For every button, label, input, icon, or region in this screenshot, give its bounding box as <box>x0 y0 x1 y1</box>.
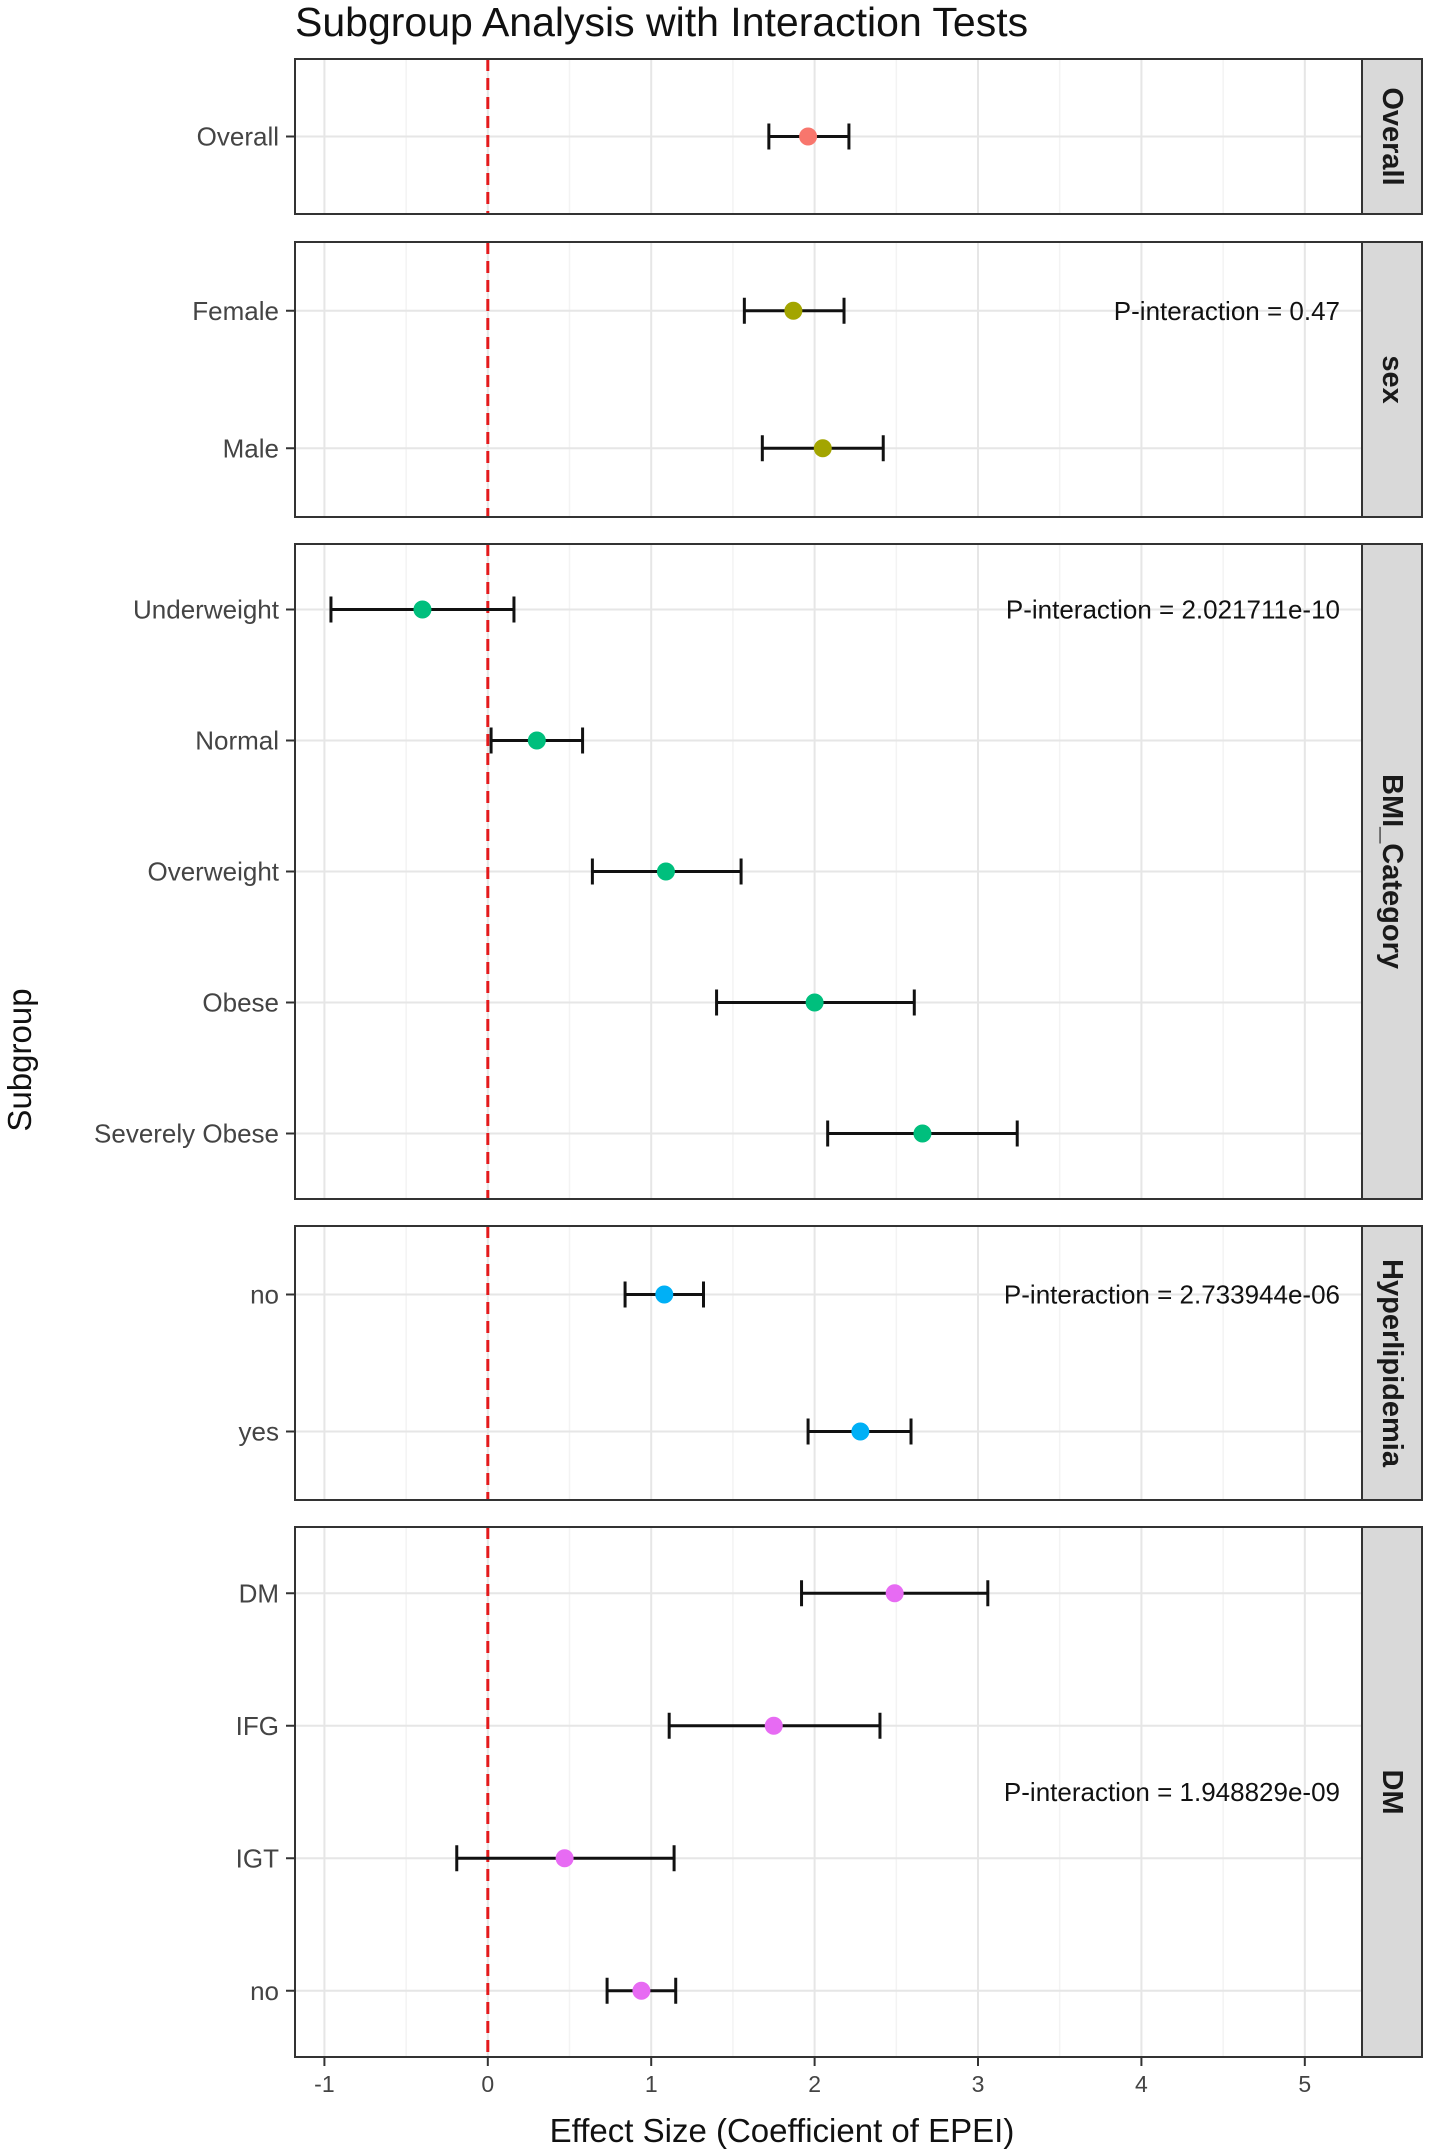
x-tick-label: 1 <box>645 2071 658 2097</box>
p-interaction-label: P-interaction = 2.733944e-06 <box>1004 1280 1340 1310</box>
point-estimate-normal <box>527 731 546 750</box>
point-estimate-underweight <box>413 600 432 619</box>
point-estimate-yes <box>851 1422 870 1441</box>
facet-strip-label-sex: sex <box>1376 355 1408 403</box>
panel-sex: Female Male P-interaction = 0.47 sex <box>192 241 1423 518</box>
facet-strip <box>1361 1225 1423 1501</box>
facet-strip-label-bmi-category: BMI_Category <box>1376 774 1408 969</box>
y-axis-title: Subgroup <box>1 988 38 1131</box>
x-tick-label: 3 <box>972 2071 985 2097</box>
row-label-overall: Overall <box>197 122 279 152</box>
row-label-igt: IGT <box>236 1843 279 1873</box>
row-label-ifg: IFG <box>236 1711 279 1741</box>
row-label-dm: DM <box>239 1578 279 1608</box>
panel-background <box>295 1226 1362 1500</box>
facet-strip-label-hyperlipidemia: Hyperlipidemia <box>1376 1259 1408 1468</box>
x-axis: -1 0 1 2 3 4 5 <box>314 2057 1311 2097</box>
row-label-underweight: Underweight <box>133 595 280 625</box>
x-tick-label: -1 <box>314 2071 334 2097</box>
point-estimate-no <box>632 1981 651 2000</box>
x-tick-label: 0 <box>481 2071 494 2097</box>
panel-background <box>295 242 1362 517</box>
panel-dm: DM IFG IGT no P-interaction = 1.948829e-09 DM <box>236 1526 1423 2058</box>
point-estimate-overall <box>799 127 818 146</box>
row-label-overweight: Overweight <box>148 857 280 887</box>
x-tick-label: 4 <box>1135 2071 1148 2097</box>
point-estimate-overweight <box>656 862 675 881</box>
panel-bmi-category: Underweight Normal Overweight Obese Severely… <box>94 543 1423 1200</box>
point-estimate-no <box>655 1285 674 1304</box>
point-estimate-female <box>784 301 803 320</box>
row-label-no: no <box>250 1976 279 2006</box>
point-estimate-dm <box>885 1584 904 1603</box>
x-tick-label: 2 <box>808 2071 821 2097</box>
p-interaction-label: P-interaction = 0.47 <box>1114 296 1340 326</box>
p-interaction-label: P-interaction = 2.021711e-10 <box>1006 595 1340 625</box>
point-estimate-igt <box>555 1849 574 1868</box>
x-tick-label: 5 <box>1298 2071 1311 2097</box>
row-label-obese: Obese <box>202 988 279 1018</box>
point-estimate-ifg <box>764 1716 783 1735</box>
point-estimate-obese <box>805 993 824 1012</box>
p-interaction-label: P-interaction = 1.948829e-09 <box>1004 1777 1340 1807</box>
x-axis-title: Effect Size (Coefficient of EPEI) <box>550 2112 1015 2149</box>
row-label-severely-obese: Severely Obese <box>94 1119 279 1149</box>
panel-overall: Overall Overall <box>197 58 1423 215</box>
point-estimate-male <box>813 439 832 458</box>
chart-title: Subgroup Analysis with Interaction Tests <box>295 0 1028 45</box>
panel-background <box>295 1527 1362 2057</box>
facet-strip-label-dm: DM <box>1376 1769 1408 1814</box>
facet-strip <box>1361 58 1423 215</box>
row-label-female: Female <box>192 296 279 326</box>
row-label-no: no <box>250 1280 279 1310</box>
facet-panels: Overall Overall Female Male P-interaction = … <box>94 58 1423 2058</box>
facet-strip <box>1361 1526 1423 2058</box>
facet-strip <box>1361 241 1423 518</box>
facet-strip-label-overall: Overall <box>1376 87 1408 185</box>
row-label-normal: Normal <box>195 726 279 756</box>
row-label-male: Male <box>223 433 279 463</box>
point-estimate-severely-obese <box>913 1124 932 1143</box>
facet-strip <box>1361 543 1423 1200</box>
row-label-yes: yes <box>239 1417 279 1447</box>
panel-hyperlipidemia: no yes P-interaction = 2.733944e-06 Hyperli… <box>239 1225 1423 1501</box>
